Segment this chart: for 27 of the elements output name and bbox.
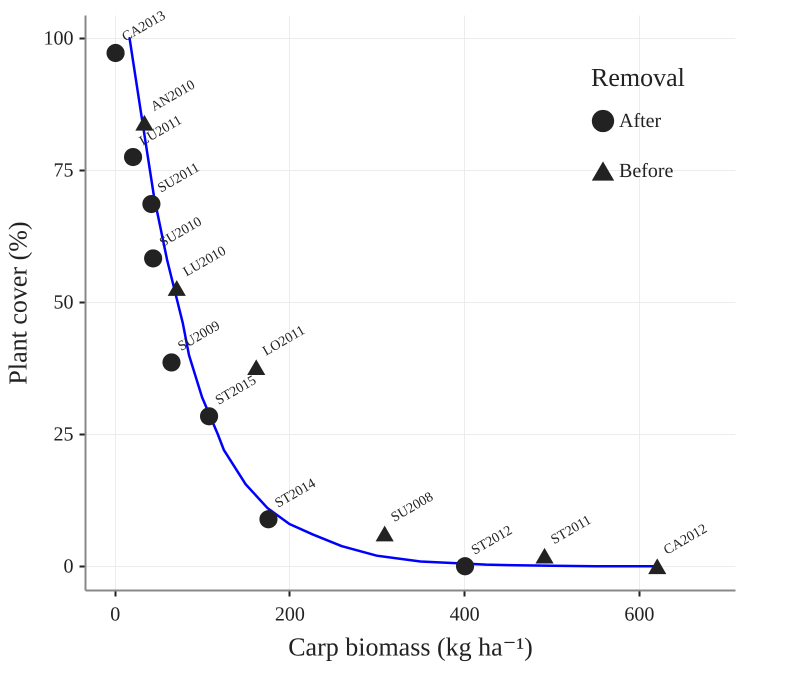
point — [259, 510, 278, 528]
point — [168, 280, 186, 296]
point — [144, 249, 162, 268]
point — [456, 557, 474, 576]
y-tick-label: 25 — [54, 424, 74, 446]
x-axis-title: Carp biomass (kg ha⁻¹) — [288, 632, 533, 662]
point — [124, 148, 142, 166]
y-tick-label: 75 — [54, 160, 74, 182]
point — [247, 359, 266, 376]
point — [142, 194, 160, 214]
legend-label: After — [619, 110, 662, 132]
y-tick-label: 50 — [54, 292, 74, 314]
point — [535, 548, 554, 564]
point — [376, 526, 394, 542]
x-tick-label: 600 — [624, 604, 654, 626]
legend-label: Before — [619, 160, 674, 182]
legend-title: Removal — [591, 63, 685, 92]
point — [106, 44, 125, 62]
point — [648, 558, 666, 574]
y-axis-title: Plant cover (%) — [4, 221, 32, 385]
x-tick-label: 400 — [450, 604, 480, 626]
y-tick-label: 0 — [64, 556, 74, 578]
point — [200, 407, 218, 426]
x-tick-label: 0 — [110, 604, 120, 626]
y-tick-label: 100 — [44, 28, 74, 50]
x-tick-label: 200 — [274, 604, 305, 626]
point — [162, 353, 181, 372]
